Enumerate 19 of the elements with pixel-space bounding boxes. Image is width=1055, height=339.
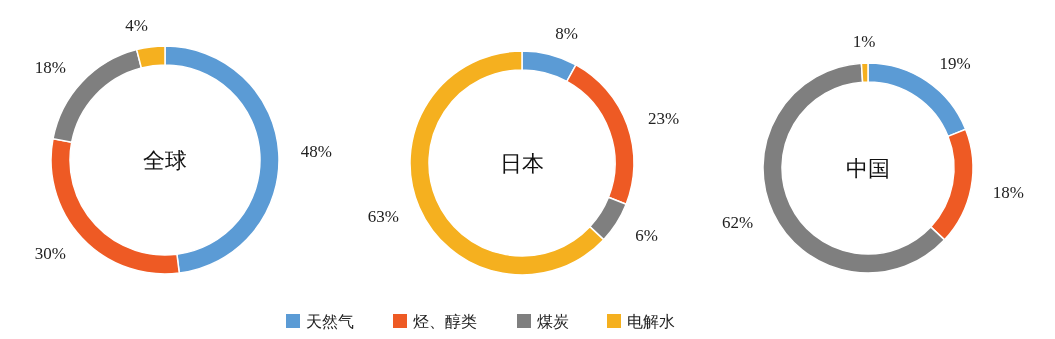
data-label: 48% (300, 142, 332, 162)
data-label: 30% (34, 244, 66, 264)
data-label: 4% (125, 16, 148, 36)
legend-label: 煤炭 (537, 312, 569, 331)
text: 日本 (500, 151, 544, 176)
legend-label: 电解水 (627, 312, 675, 331)
text: 全球 (143, 148, 187, 173)
legend-label: 烃、醇类 (413, 312, 477, 331)
data-label: 62% (721, 213, 754, 233)
data-label: 18% (34, 57, 66, 77)
data-label: 8% (555, 24, 578, 44)
data-label: 18% (992, 182, 1024, 202)
data-label: 63% (367, 207, 400, 227)
data-label: 1% (852, 32, 876, 52)
legend-label: 天然气 (306, 312, 354, 331)
data-label: 19% (939, 53, 971, 73)
data-label: 6% (635, 225, 658, 245)
text: 中国 (846, 156, 890, 181)
data-label: 23% (648, 108, 680, 128)
